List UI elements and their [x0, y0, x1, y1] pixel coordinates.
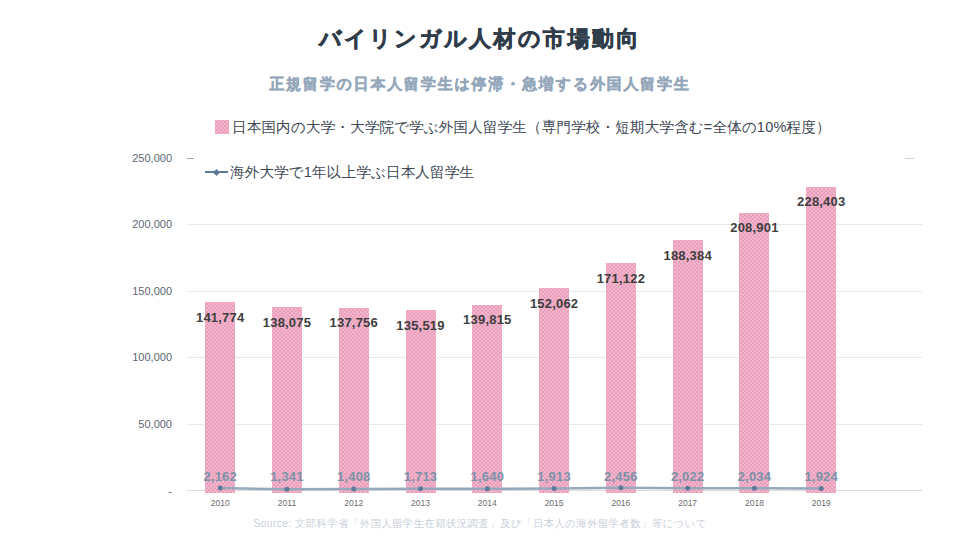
x-axis-tick-label: 2017	[658, 498, 718, 508]
bar-value-label: 139,815	[442, 312, 532, 327]
x-axis-tick-label: 2011	[257, 498, 317, 508]
bar-value-label: 188,384	[643, 248, 733, 263]
legend-line-series-label: 海外大学で1年以上学ぶ日本人留学生	[230, 163, 474, 182]
subtitle: 正規留学の日本人留学生は停滞・急増する外国人留学生	[0, 75, 960, 94]
line-value-label: 1,924	[776, 469, 866, 484]
x-axis-tick-label: 2016	[591, 498, 651, 508]
bar-value-label: 171,122	[576, 271, 666, 286]
bar-value-label: 152,062	[509, 296, 599, 311]
page-title: バイリンガル人材の市場動向	[0, 24, 960, 54]
x-axis-tick-label: 2019	[791, 498, 851, 508]
y-axis-tick-label: 250,000	[80, 152, 172, 165]
x-axis-tick-label: 2013	[391, 498, 451, 508]
bar	[205, 302, 235, 493]
bar-series-swatch-icon	[215, 120, 229, 134]
y-axis-tick-label: 50,000	[80, 418, 172, 431]
bar	[806, 187, 836, 493]
bar	[673, 240, 703, 493]
gridline-tick-right	[905, 158, 914, 159]
bar	[339, 308, 369, 493]
x-axis-tick-label: 2012	[324, 498, 384, 508]
bar	[272, 307, 302, 493]
bar-value-label: 208,901	[709, 220, 799, 235]
bar-value-label: 228,403	[776, 194, 866, 209]
y-axis-tick-label: 150,000	[80, 285, 172, 298]
x-axis-tick-label: 2018	[724, 498, 784, 508]
y-axis-tick-label: 200,000	[80, 218, 172, 231]
legend-item-bar-series: 日本国内の大学・大学院で学ぶ外国人留学生（専門学校・短期大学含む=全体の10%程…	[215, 119, 831, 135]
y-axis-tick-label: -	[80, 485, 172, 498]
legend-bar-series-label: 日本国内の大学・大学院で学ぶ外国人留学生（専門学校・短期大学含む=全体の10%程…	[232, 118, 831, 137]
chart-legend: 日本国内の大学・大学院で学ぶ外国人留学生（専門学校・短期大学含む=全体の10%程…	[215, 119, 831, 180]
bar	[472, 305, 502, 493]
x-axis-tick-label: 2014	[457, 498, 517, 508]
y-axis-tick-label: 100,000	[80, 351, 172, 364]
x-axis-tick-label: 2015	[524, 498, 584, 508]
gridline-tick-left	[187, 158, 194, 159]
bar	[606, 263, 636, 493]
bar	[406, 310, 436, 493]
x-axis-tick-label: 2010	[190, 498, 250, 508]
bar	[739, 213, 769, 493]
legend-item-line-series: 海外大学で1年以上学ぶ日本人留学生	[215, 164, 831, 180]
bar	[539, 288, 569, 493]
slide: バイリンガル人材の市場動向 正規留学の日本人留学生は停滞・急増する外国人留学生 …	[0, 0, 960, 540]
source-note: Source: 文部科学省「外国人留学生在籍状況調査」及び「日本人の海外留学者数…	[0, 517, 960, 531]
line-series-marker-icon	[205, 165, 228, 179]
